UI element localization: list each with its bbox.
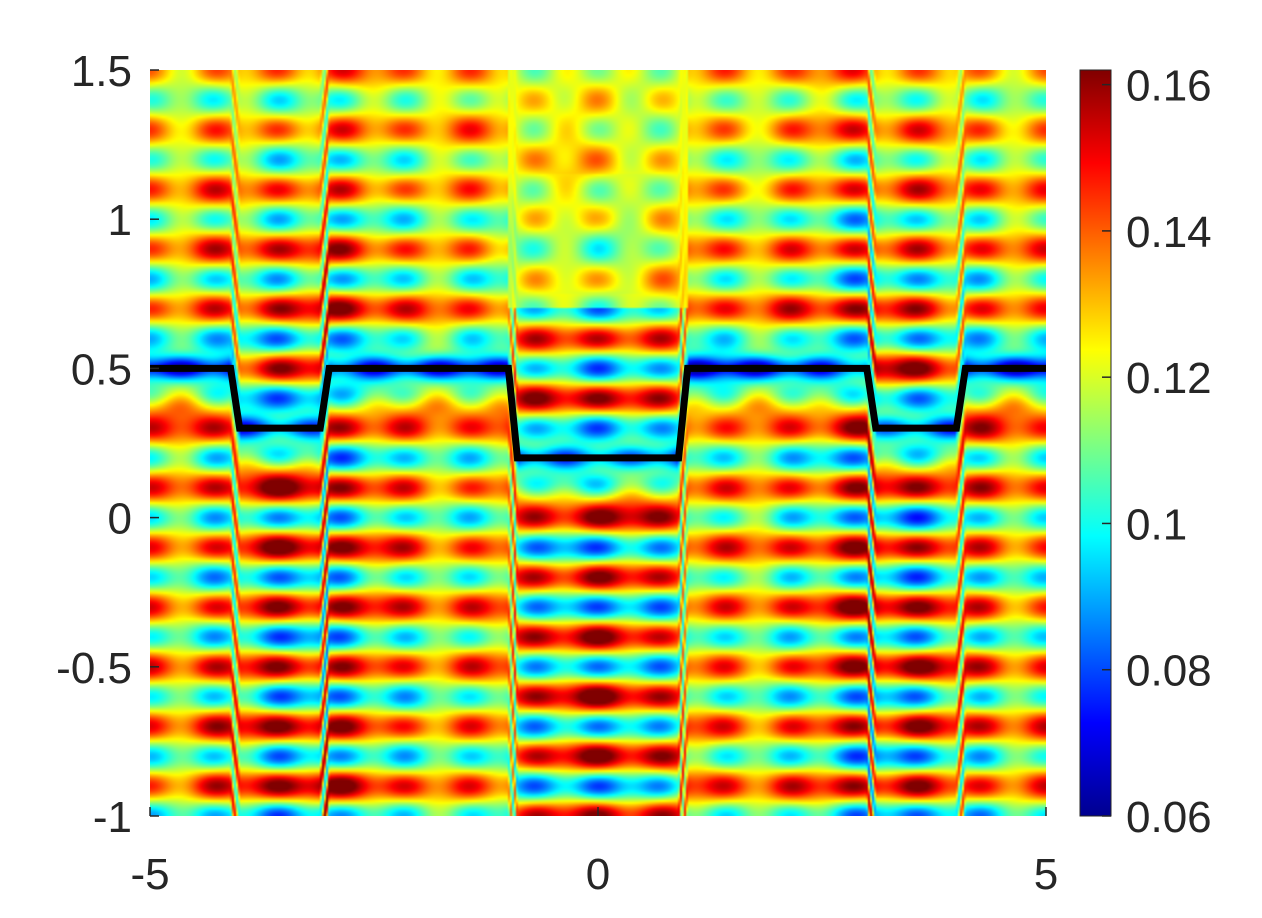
colorbar-tick-label: 0.16 bbox=[1126, 62, 1212, 111]
x-tick-label: 0 bbox=[586, 850, 610, 899]
colorbar-tick-label: 0.14 bbox=[1126, 208, 1212, 257]
y-tick-label: 1.5 bbox=[71, 47, 132, 96]
x-tick-label: -5 bbox=[130, 850, 169, 899]
y-axis: -1 -0.5 0 0.5 1 1.5 bbox=[56, 47, 159, 842]
x-tick-label: 5 bbox=[1034, 850, 1058, 899]
colorbar-gradient bbox=[1079, 69, 1112, 817]
x-axis: -5 0 5 bbox=[130, 807, 1058, 899]
profile-line bbox=[150, 364, 1046, 462]
y-tick-label: 0.5 bbox=[71, 345, 132, 394]
y-tick-label: 1 bbox=[108, 196, 132, 245]
heatmap-field bbox=[150, 70, 1046, 816]
colorbar-tick-label: 0.08 bbox=[1126, 647, 1212, 696]
colorbar-tick-label: 0.1 bbox=[1126, 500, 1187, 549]
y-tick-label: 0 bbox=[108, 495, 132, 544]
colorbar: 0.06 0.08 0.1 0.12 0.14 0.16 bbox=[1079, 62, 1212, 842]
colorbar-tick-label: 0.06 bbox=[1126, 793, 1212, 842]
plot-area bbox=[150, 70, 1046, 816]
colorbar-ticks: 0.06 0.08 0.1 0.12 0.14 0.16 bbox=[1102, 62, 1212, 842]
y-tick-label: -0.5 bbox=[56, 644, 132, 693]
y-tick-label: -1 bbox=[93, 793, 132, 842]
colorbar-tick-label: 0.12 bbox=[1126, 354, 1212, 403]
